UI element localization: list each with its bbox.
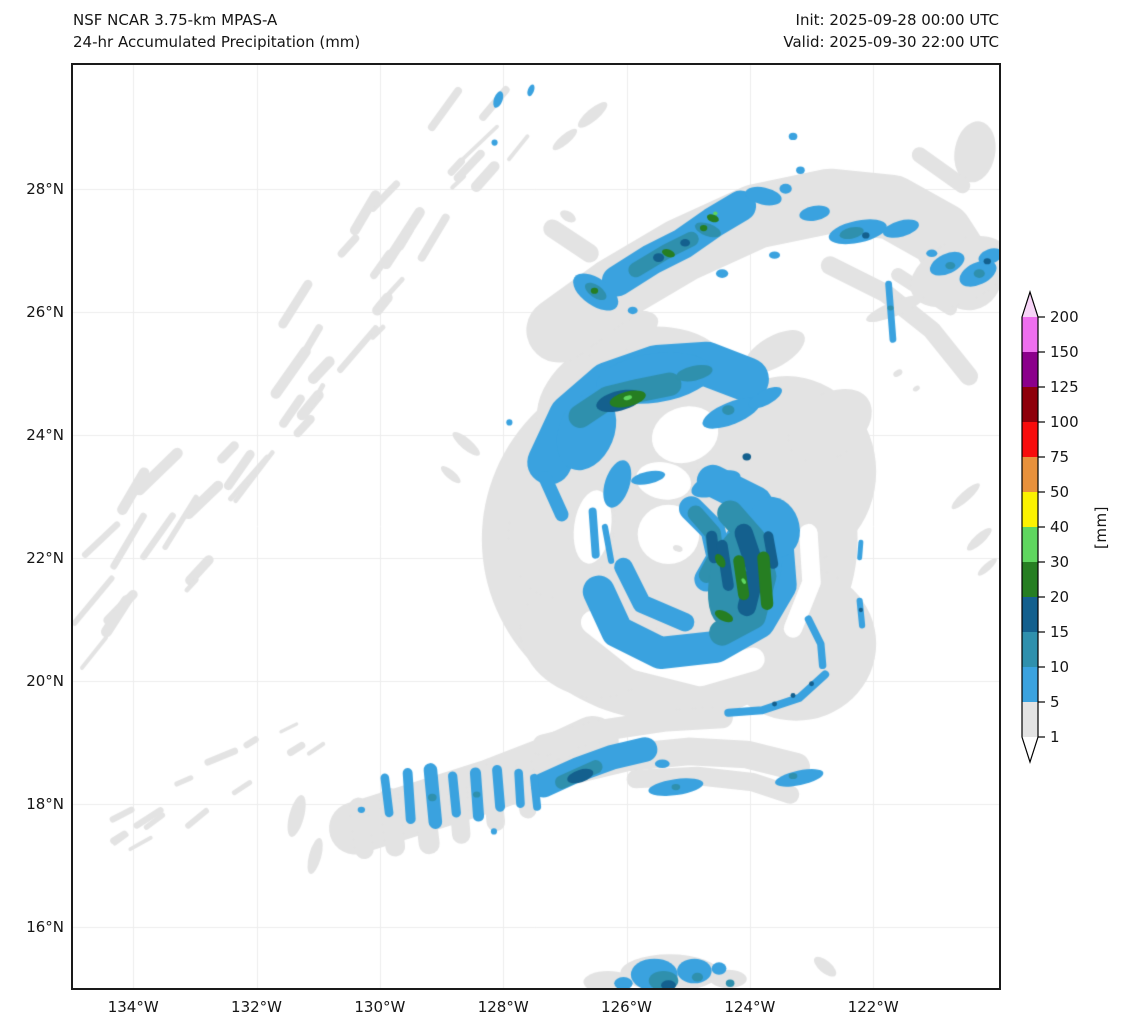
x-tick-label: 126°W bbox=[601, 998, 653, 1016]
colorbar-tick-label: 30 bbox=[1050, 553, 1069, 571]
colorbar-segment bbox=[1022, 492, 1038, 527]
colorbar-segment bbox=[1022, 457, 1038, 492]
y-tick-label: 26°N bbox=[26, 302, 64, 321]
y-tick-label: 22°N bbox=[26, 548, 64, 567]
colorbar-tick-label: 75 bbox=[1050, 448, 1069, 466]
colorbar-tick-label: 20 bbox=[1050, 588, 1069, 606]
colorbar-under-arrow bbox=[1022, 737, 1038, 762]
colorbar-segment bbox=[1022, 317, 1038, 352]
y-tick-label: 28°N bbox=[26, 179, 64, 198]
colorbar-tick-label: 15 bbox=[1050, 623, 1069, 641]
colorbar-segment bbox=[1022, 632, 1038, 667]
colorbar-tick-label: 50 bbox=[1050, 483, 1069, 501]
colorbar-segment bbox=[1022, 562, 1038, 597]
y-tick-label: 24°N bbox=[26, 425, 64, 444]
precipitation-field-canvas bbox=[73, 65, 999, 988]
colorbar-tick-label: 200 bbox=[1050, 308, 1079, 326]
model-title: NSF NCAR 3.75-km MPAS-A bbox=[73, 11, 278, 29]
x-tick-label: 130°W bbox=[354, 998, 406, 1016]
colorbar-segment bbox=[1022, 597, 1038, 632]
colorbar-tick-label: 100 bbox=[1050, 413, 1079, 431]
header-right: Init: 2025-09-28 00:00 UTC Valid: 2025-0… bbox=[783, 10, 999, 53]
init-time: Init: 2025-09-28 00:00 UTC bbox=[795, 11, 999, 29]
y-tick-label: 16°N bbox=[26, 917, 64, 936]
x-tick-label: 122°W bbox=[847, 998, 899, 1016]
colorbar-tick-label: 1 bbox=[1050, 728, 1060, 746]
x-tick-label: 132°W bbox=[231, 998, 283, 1016]
colorbar-segment bbox=[1022, 387, 1038, 422]
x-tick-label: 134°W bbox=[107, 998, 159, 1016]
colorbar-units-label: [mm] bbox=[1092, 506, 1110, 550]
x-tick-label: 128°W bbox=[477, 998, 529, 1016]
product-subtitle: 24-hr Accumulated Precipitation (mm) bbox=[73, 32, 361, 51]
y-tick-label: 18°N bbox=[26, 794, 64, 813]
colorbar-tick-label: 40 bbox=[1050, 518, 1069, 536]
colorbar-tick-label: 5 bbox=[1050, 693, 1060, 711]
valid-time: Valid: 2025-09-30 22:00 UTC bbox=[783, 32, 999, 51]
x-tick-label: 124°W bbox=[724, 998, 776, 1016]
colorbar-segment bbox=[1022, 422, 1038, 457]
colorbar-segment bbox=[1022, 352, 1038, 387]
colorbar-segment bbox=[1022, 667, 1038, 702]
y-tick-label: 20°N bbox=[26, 671, 64, 690]
colorbar-tick-label: 125 bbox=[1050, 378, 1079, 396]
map-plot-area bbox=[71, 63, 1001, 990]
colorbar-tick-label: 10 bbox=[1050, 658, 1069, 676]
colorbar-over-arrow bbox=[1022, 292, 1038, 317]
colorbar-segment bbox=[1022, 702, 1038, 737]
colorbar-segment bbox=[1022, 527, 1038, 562]
colorbar-tick-label: 150 bbox=[1050, 343, 1079, 361]
header-left: NSF NCAR 3.75-km MPAS-A 24-hr Accumulate… bbox=[73, 10, 360, 53]
